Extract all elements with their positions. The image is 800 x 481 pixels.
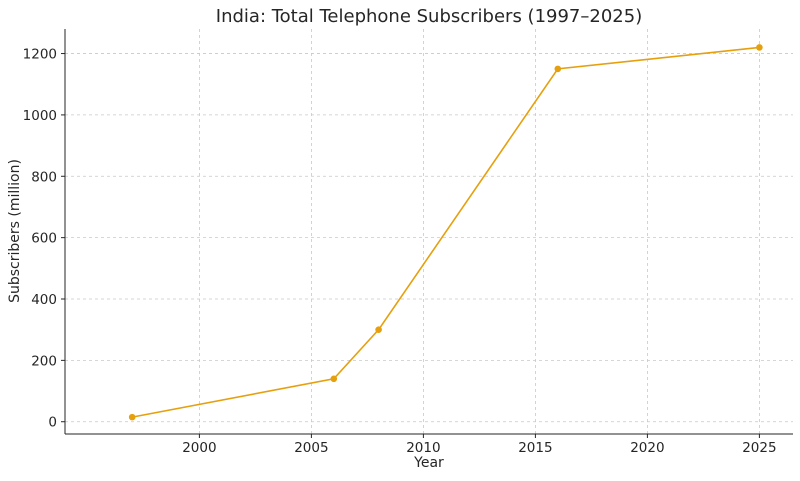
- x-tick-label: 2020: [630, 440, 664, 456]
- chart-title: India: Total Telephone Subscribers (1997…: [216, 6, 642, 27]
- grid: [65, 29, 793, 434]
- y-tick-label: 600: [31, 231, 57, 247]
- x-tick-label: 2015: [518, 440, 552, 456]
- x-tick-label: 2010: [406, 440, 440, 456]
- x-tick-label: 2000: [182, 440, 216, 456]
- y-tick-label: 800: [31, 169, 57, 185]
- data-point: [330, 375, 338, 383]
- x-axis-label: Year: [413, 455, 444, 471]
- series: [128, 44, 763, 421]
- axes: [64, 29, 793, 435]
- data-point: [375, 326, 382, 333]
- y-tick-label: 400: [31, 292, 57, 308]
- y-tick-label: 1000: [23, 108, 57, 124]
- x-tick-label: 2005: [294, 440, 328, 456]
- data-point: [756, 44, 763, 51]
- y-axis-label: Subscribers (million): [7, 159, 23, 303]
- x-tick-label: 2025: [742, 440, 776, 456]
- ticks: 2000 2005 2010 2015 2020 2025 0 200 400 600 800 100…: [23, 47, 777, 456]
- data-point: [554, 65, 562, 73]
- data-point: [128, 413, 136, 421]
- series-line: [132, 46, 760, 418]
- y-tick-label: 0: [48, 415, 57, 431]
- y-tick-label: 200: [31, 353, 57, 369]
- y-tick-label: 1200: [23, 47, 57, 63]
